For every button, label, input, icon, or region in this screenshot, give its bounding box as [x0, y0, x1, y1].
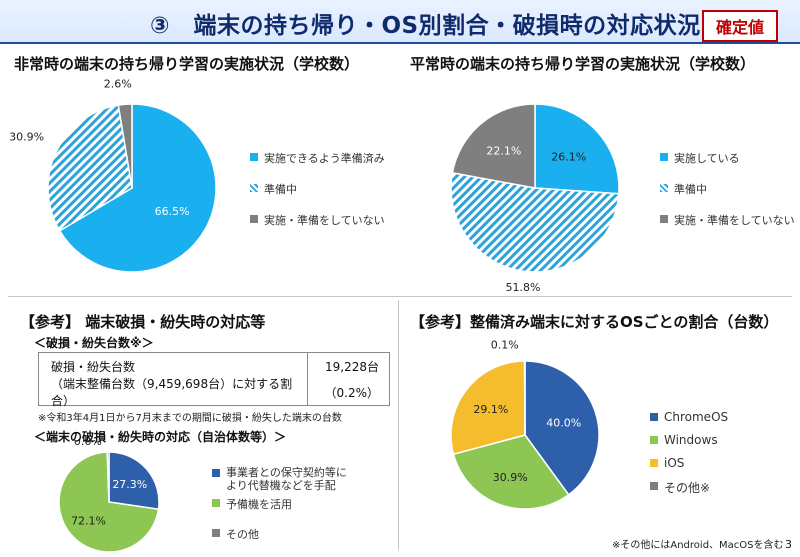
legend-item: 予備機を活用 — [212, 496, 347, 526]
legend-item: 実施できるよう準備済み — [250, 150, 385, 181]
pie-slice — [106, 451, 110, 503]
pie-data-label: 66.5% — [155, 205, 190, 218]
legend-label: ChromeOS — [664, 410, 729, 424]
horizontal-divider — [8, 296, 792, 297]
normal-legend: 実施している 準備中 実施・準備をしていない — [660, 150, 795, 243]
legend-item: iOS — [650, 456, 728, 479]
table-cell-label: 破損・紛失台数 — [51, 359, 136, 374]
normal-pie-chart: 26.1% 51.8% 22.1% — [450, 103, 620, 293]
pie-slice — [524, 360, 600, 496]
normal-chart-title: 平常時の端末の持ち帰り学習の実施状況（学校数） — [410, 55, 756, 73]
legend-swatch — [650, 459, 658, 467]
os-pie-chart: 40.0% 30.9% 29.1% 0.1% — [450, 340, 600, 510]
legend-label: 事業者との保守契約等に — [226, 466, 347, 479]
damage-response-subhead: ＜端末の破損・紛失時の対応（自治体数等）＞ — [34, 430, 287, 444]
legend-swatch — [212, 529, 220, 537]
legend-label: 実施している — [674, 152, 740, 165]
legend-swatch — [250, 184, 258, 192]
os-footnote: ※その他にはAndroid、MacOSを含む — [612, 540, 784, 551]
pie-slice — [47, 104, 133, 232]
damage-legend: 事業者との保守契約等に より代替機などを手配 予備機を活用 その他 — [212, 466, 347, 542]
table-row: （端末整備台数（9,459,698台）に対する割合） （0.2%） — [39, 377, 389, 408]
damage-section-title: 【参考】 端末破損・紛失時の対応等 — [20, 313, 266, 331]
pie-data-label: 22.1% — [486, 145, 521, 158]
os-legend: ChromeOS Windows iOS その他※ — [650, 410, 728, 502]
legend-label: 実施・準備をしていない — [264, 214, 385, 227]
damage-count-subhead: ＜破損・紛失台数※＞ — [34, 336, 154, 350]
pie-slice — [534, 103, 620, 195]
table-cell-value: （0.2%） — [307, 379, 389, 405]
pie-data-label: 40.0% — [546, 416, 581, 429]
legend-item: 実施している — [660, 150, 795, 181]
legend-swatch — [650, 413, 658, 421]
damage-pie-chart: 27.3% 72.1% 0.6% — [58, 440, 160, 553]
pie-data-label: 29.1% — [473, 403, 508, 416]
legend-swatch — [660, 153, 668, 161]
legend-item: ChromeOS — [650, 410, 728, 433]
legend-label: Windows — [664, 433, 718, 447]
pie-data-label: 27.3% — [112, 478, 147, 491]
pie-data-label: 72.1% — [71, 514, 106, 527]
legend-item: Windows — [650, 433, 728, 456]
legend-label: iOS — [664, 456, 685, 470]
legend-swatch — [212, 499, 220, 507]
header-bar: ③ 端末の持ち帰り・OS別割合・破損時の対応状況 確定値 — [0, 0, 800, 44]
legend-label: 準備中 — [674, 183, 707, 196]
legend-label: その他 — [226, 528, 259, 541]
pie-slice — [108, 451, 160, 511]
legend-swatch — [660, 215, 668, 223]
legend-item: 実施・準備をしていない — [660, 212, 795, 243]
pie-slice — [58, 103, 217, 273]
pie-data-label: 30.9% — [493, 471, 528, 484]
pie-slice — [450, 171, 620, 273]
legend-swatch — [650, 482, 658, 490]
pie-slice — [117, 103, 133, 189]
legend-swatch — [650, 436, 658, 444]
pie-slice — [452, 434, 570, 510]
legend-item: その他※ — [650, 479, 728, 502]
legend-swatch — [212, 469, 220, 477]
legend-swatch — [250, 153, 258, 161]
emergency-legend: 実施できるよう準備済み 準備中 実施・準備をしていない — [250, 150, 385, 243]
page-title: ③ 端末の持ち帰り・OS別割合・破損時の対応状況 — [150, 13, 701, 39]
legend-label: 実施・準備をしていない — [674, 214, 795, 227]
legend-label: より代替機などを手配 — [226, 479, 336, 492]
table-cell-value: 19,228台 — [307, 353, 389, 379]
os-chart-title: 【参考】整備済み端末に対するOSごとの割合（台数） — [410, 313, 779, 331]
legend-item: 準備中 — [250, 181, 385, 212]
page-number: 3 — [785, 538, 792, 551]
legend-item: その他 — [212, 526, 347, 542]
emergency-pie-chart: 66.5% 30.9% 2.6% — [9, 78, 217, 273]
pie-data-label: 51.8% — [506, 281, 541, 293]
status-badge: 確定値 — [701, 10, 778, 42]
pie-data-label: 30.9% — [9, 131, 44, 144]
pie-data-label: 2.6% — [104, 78, 132, 91]
legend-swatch — [660, 184, 668, 192]
table-row: 破損・紛失台数 19,228台 — [39, 353, 389, 379]
legend-label: 準備中 — [264, 183, 297, 196]
legend-swatch — [250, 215, 258, 223]
legend-item: 準備中 — [660, 181, 795, 212]
pie-data-label: 0.1% — [491, 340, 519, 352]
vertical-divider — [398, 300, 399, 550]
pie-data-label: 0.6% — [74, 440, 102, 448]
emergency-chart-title: 非常時の端末の持ち帰り学習の実施状況（学校数） — [14, 55, 360, 73]
legend-label-block: 事業者との保守契約等に より代替機などを手配 — [226, 466, 347, 492]
legend-item: 事業者との保守契約等に より代替機などを手配 — [212, 466, 347, 496]
table-cell-label: （端末整備台数（9,459,698台）に対する割合） — [51, 377, 293, 408]
damage-count-table: 破損・紛失台数 19,228台 （端末整備台数（9,459,698台）に対する割… — [38, 352, 390, 408]
pie-slice — [451, 103, 536, 189]
legend-item: 実施・準備をしていない — [250, 212, 385, 243]
legend-label: 予備機を活用 — [226, 498, 292, 511]
pie-data-label: 26.1% — [551, 150, 586, 163]
legend-label: その他※ — [664, 481, 711, 495]
legend-label: 実施できるよう準備済み — [264, 152, 385, 165]
damage-footnote: ※令和3年4月1日から7月末までの期間に破損・紛失した端末の台数 — [38, 413, 342, 424]
pie-slice — [450, 360, 526, 456]
